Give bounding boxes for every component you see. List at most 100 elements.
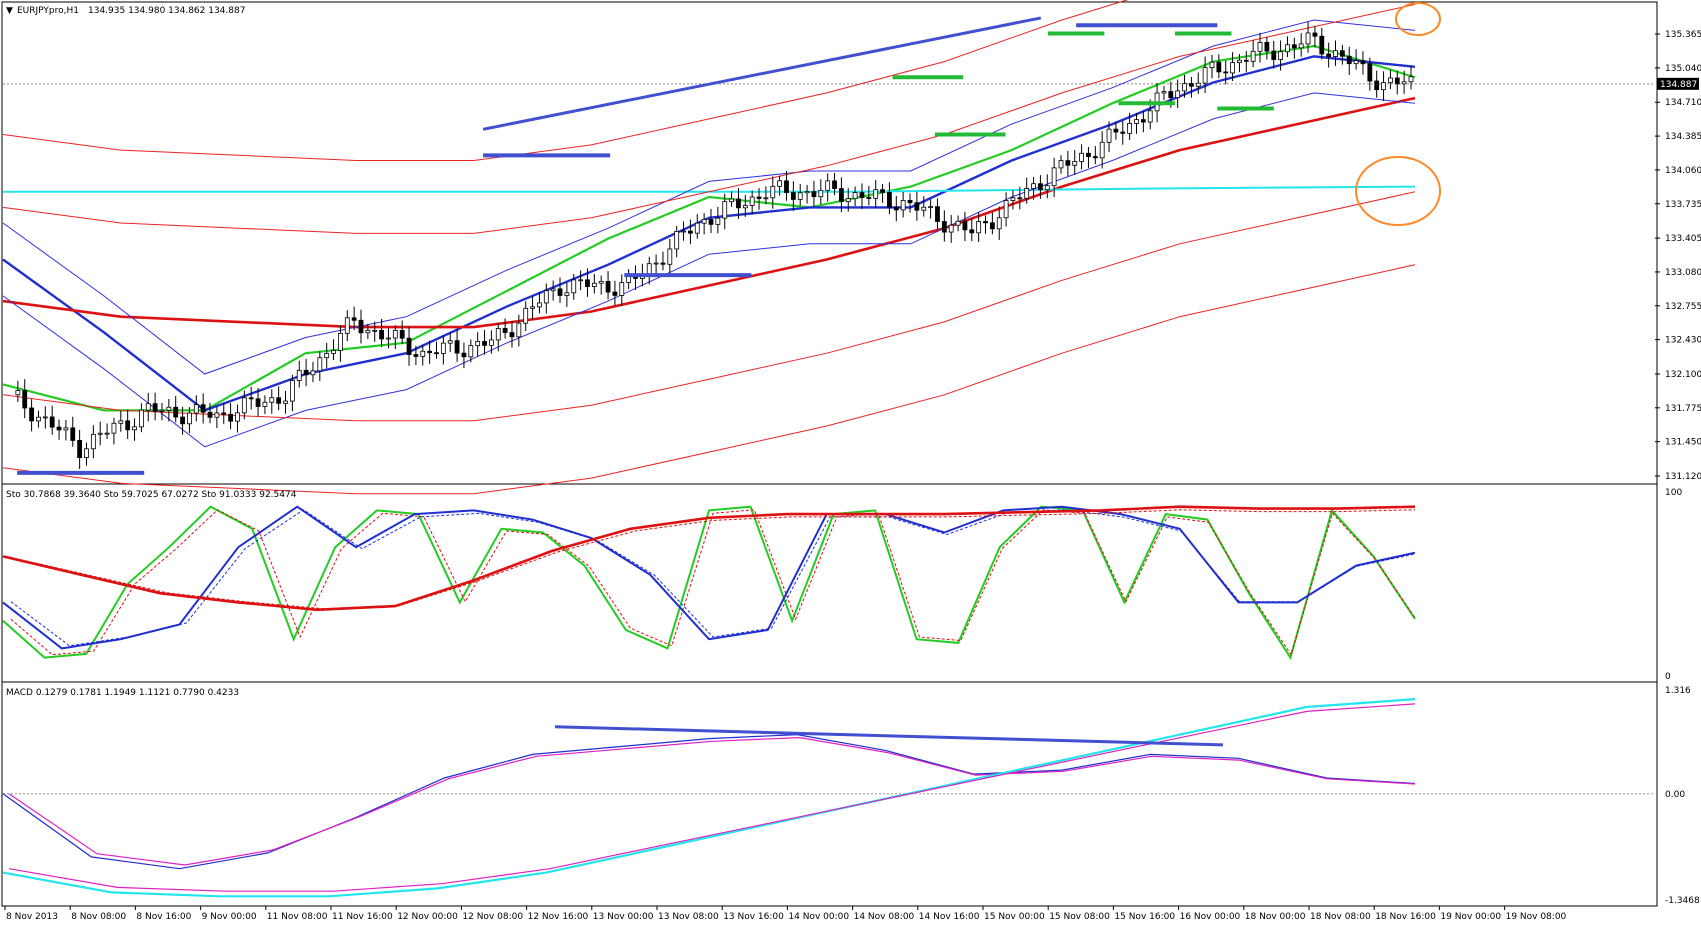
stochastic-tick-label: 0 — [1665, 672, 1671, 682]
candle-body — [770, 185, 776, 199]
price-tick-label: 132.430 — [1665, 336, 1701, 346]
candle-body — [1381, 82, 1386, 91]
price-series-line — [2, 96, 1416, 329]
candle-body — [420, 350, 426, 357]
time-tick-label: 8 Nov 16:00 — [136, 912, 191, 922]
candle-body — [235, 412, 240, 422]
candle-body — [1237, 59, 1242, 64]
candle-body — [1326, 53, 1332, 57]
candle-body — [1086, 152, 1091, 157]
candle-body — [928, 206, 934, 209]
macd-label: MACD 0.1279 0.1781 1.1949 1.1121 0.7790 … — [6, 688, 239, 698]
candle-body — [838, 188, 844, 203]
candle-body — [1044, 185, 1050, 191]
candle-body — [296, 369, 302, 381]
candle-body — [852, 192, 858, 200]
candle-body — [1195, 82, 1201, 87]
bollinger-upper-band — [2, 19, 1416, 375]
time-tick-label: 19 Nov 00:00 — [1440, 912, 1501, 922]
stochastic-line — [2, 505, 1416, 661]
candle-body — [1278, 51, 1284, 60]
candle-body — [468, 345, 474, 358]
candle-body — [166, 406, 172, 411]
macd-tick-label: 1.316 — [1665, 686, 1691, 696]
candle-body — [701, 219, 707, 224]
chart-ohlc: 134.935 134.980 134.862 134.887 — [88, 6, 245, 16]
candle-body — [488, 339, 494, 346]
candle-body — [413, 354, 419, 357]
candle-body — [36, 416, 41, 422]
candle-body — [392, 330, 398, 339]
candle-body — [832, 180, 837, 189]
candle-body — [619, 282, 625, 296]
price-tick-label: 131.450 — [1665, 438, 1701, 448]
candle-body — [1024, 188, 1030, 199]
candle-body — [1339, 50, 1345, 57]
macd-signal-line — [8, 703, 1416, 892]
candle-body — [873, 189, 879, 199]
macd-line — [2, 698, 1416, 898]
candle-body — [681, 230, 686, 233]
candle-body — [495, 328, 501, 341]
candle-body — [22, 390, 28, 409]
candle-body — [1010, 197, 1016, 201]
candle-body — [1147, 110, 1153, 123]
candle-body — [729, 198, 734, 202]
macd-tick-label: 0.00 — [1665, 790, 1685, 800]
candle-body — [283, 400, 288, 404]
candle-body — [1106, 128, 1112, 143]
macd-tick-label: -1.3468 — [1665, 896, 1700, 906]
candle-body — [530, 306, 535, 309]
candle-body — [289, 380, 295, 402]
candle-body — [276, 397, 282, 404]
price-tick-label: 134.710 — [1665, 98, 1701, 108]
time-tick-label: 16 Nov 00:00 — [1180, 912, 1241, 922]
price-series-line — [2, 55, 1416, 412]
time-tick-label: 9 Nov 00:00 — [202, 912, 257, 922]
candle-body — [818, 189, 824, 198]
candle-body — [543, 290, 549, 304]
candle-body — [303, 369, 309, 376]
candle-body — [976, 221, 982, 234]
candle-body — [70, 427, 76, 441]
candle-body — [516, 322, 522, 338]
candle-body — [804, 191, 810, 194]
candle-body — [482, 341, 487, 346]
orange-highlight-circle — [1395, 2, 1441, 36]
candle-body — [797, 192, 803, 200]
stochastic-line — [2, 505, 1416, 612]
candle-body — [1140, 119, 1146, 123]
time-tick-label: 14 Nov 00:00 — [788, 912, 849, 922]
candle-body — [1099, 141, 1105, 159]
candle-body — [1257, 41, 1263, 52]
price-tick-label: 132.100 — [1665, 370, 1701, 380]
chart-title-arrow[interactable]: ▼ — [6, 6, 13, 16]
time-tick-label: 15 Nov 00:00 — [984, 912, 1045, 922]
candle-body — [15, 390, 21, 396]
candle-body — [1291, 44, 1297, 49]
stochastic-signal-line — [10, 509, 1416, 647]
candle-body — [1079, 152, 1084, 162]
candle-body — [777, 180, 783, 187]
candle-body — [379, 329, 384, 340]
candle-body — [694, 222, 700, 234]
time-tick-label: 18 Nov 16:00 — [1375, 912, 1436, 922]
candle-body — [1388, 77, 1393, 83]
candle-body — [578, 279, 584, 282]
candle-body — [447, 340, 453, 344]
candle-body — [667, 248, 673, 265]
time-tick-label: 8 Nov 08:00 — [71, 912, 126, 922]
candle-body — [1120, 131, 1126, 134]
candle-body — [612, 291, 618, 296]
candle-body — [646, 263, 652, 276]
candle-body — [1374, 80, 1380, 91]
candle-body — [948, 224, 954, 233]
candle-body — [502, 328, 508, 333]
candle-body — [358, 319, 364, 334]
candle-body — [749, 196, 755, 206]
macd-line — [2, 733, 1416, 870]
candle-body — [921, 206, 927, 211]
candle-body — [626, 275, 632, 283]
